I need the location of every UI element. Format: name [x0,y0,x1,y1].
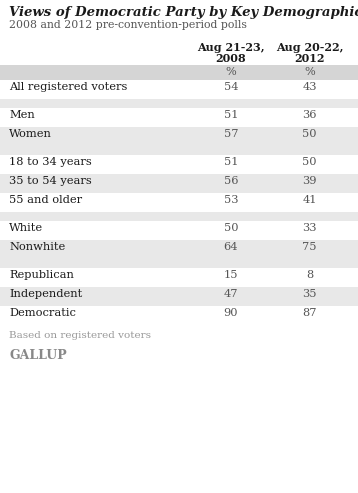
Text: 50: 50 [303,157,317,167]
Bar [0,174,358,193]
Text: 51: 51 [224,110,238,120]
Text: 39: 39 [303,176,317,186]
Text: 36: 36 [303,110,317,120]
Text: 53: 53 [224,195,238,205]
Text: 50: 50 [224,223,238,233]
Text: Aug 21-23,: Aug 21-23, [197,42,265,53]
Text: 2012: 2012 [294,53,325,64]
Text: 47: 47 [224,289,238,299]
Text: 15: 15 [224,270,238,280]
Text: 55 and older: 55 and older [9,195,82,205]
Text: 8: 8 [306,270,313,280]
Bar [0,127,358,146]
Text: 35 to 54 years: 35 to 54 years [9,176,92,186]
Text: Nonwhite: Nonwhite [9,242,66,252]
Text: 35: 35 [303,289,317,299]
Bar [0,99,358,108]
Text: Views of Democratic Party by Key Demographics: Views of Democratic Party by Key Demogra… [9,6,358,19]
Text: White: White [9,223,43,233]
Text: Democratic: Democratic [9,308,76,318]
Text: 90: 90 [224,308,238,318]
Text: 51: 51 [224,157,238,167]
Text: Men: Men [9,110,35,120]
Text: Independent: Independent [9,289,83,299]
Text: %: % [226,67,236,77]
Text: 2008 and 2012 pre-convention-period polls: 2008 and 2012 pre-convention-period poll… [9,20,247,30]
Text: Republican: Republican [9,270,74,280]
Bar [0,146,358,155]
Text: GALLUP: GALLUP [9,349,67,362]
Text: 18 to 34 years: 18 to 34 years [9,157,92,167]
Text: 87: 87 [303,308,317,318]
Bar [0,287,358,306]
Text: 41: 41 [303,195,317,205]
Text: 56: 56 [224,176,238,186]
Bar [0,65,358,80]
Text: 43: 43 [303,82,317,92]
Text: %: % [304,67,315,77]
Text: 64: 64 [224,242,238,252]
Text: 54: 54 [224,82,238,92]
Text: 2008: 2008 [216,53,246,64]
Bar [0,240,358,259]
Bar [0,212,358,221]
Text: 75: 75 [303,242,317,252]
Text: Women: Women [9,129,52,139]
Text: Based on registered voters: Based on registered voters [9,331,151,340]
Bar [0,259,358,268]
Text: 50: 50 [303,129,317,139]
Text: 33: 33 [303,223,317,233]
Text: 57: 57 [224,129,238,139]
Text: Aug 20-22,: Aug 20-22, [276,42,343,53]
Text: All registered voters: All registered voters [9,82,128,92]
